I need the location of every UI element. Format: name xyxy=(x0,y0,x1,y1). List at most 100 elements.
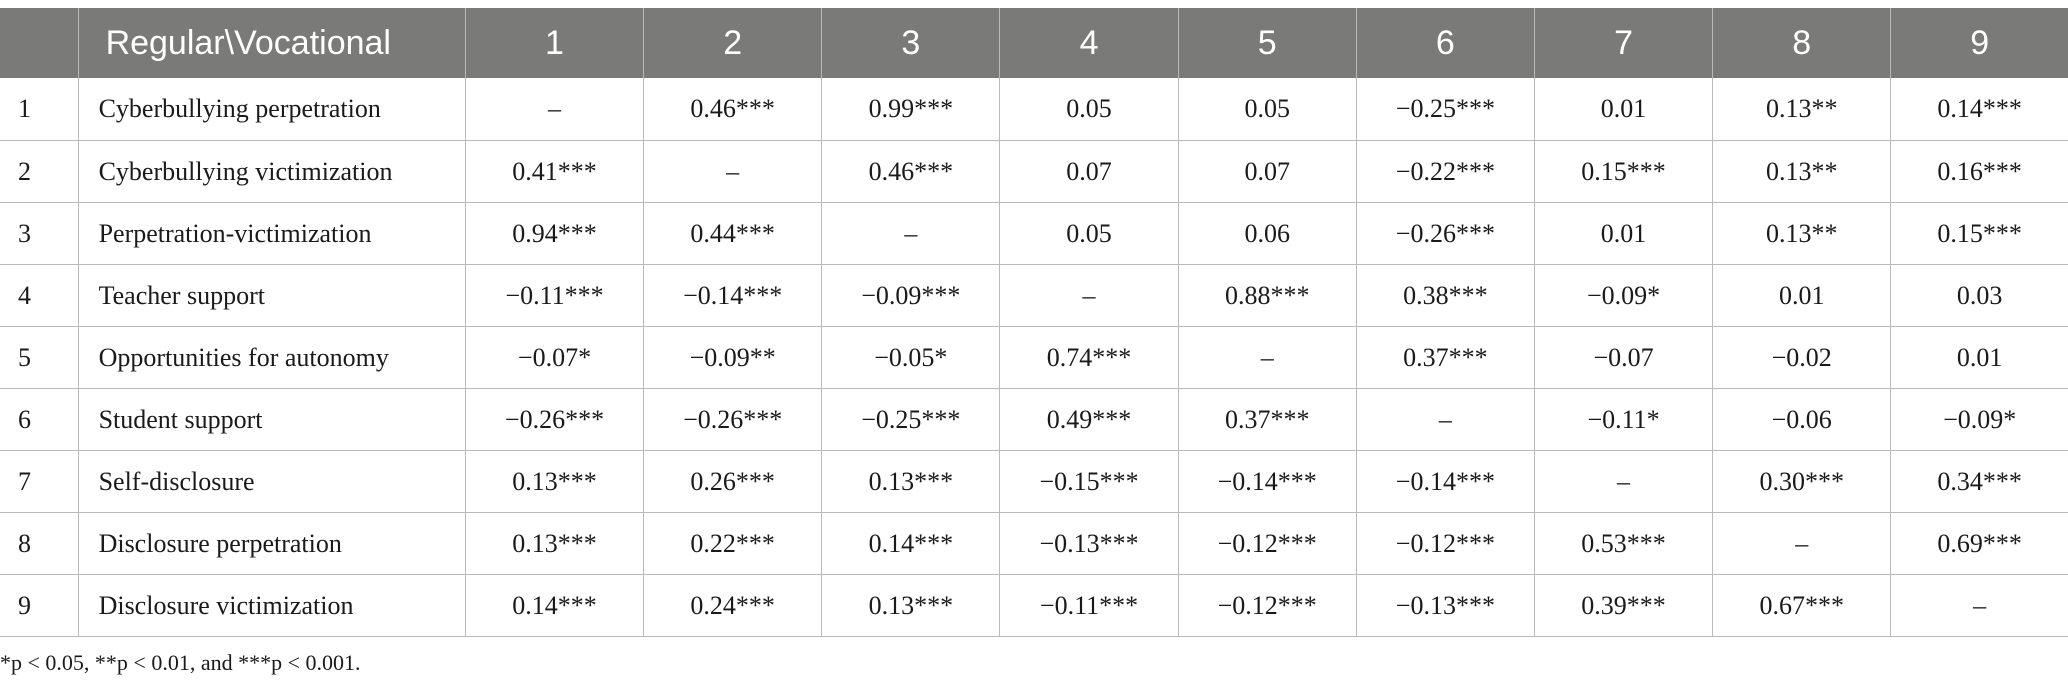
table-cell: −0.09* xyxy=(1890,388,2068,451)
table-cell: 0.07 xyxy=(1178,140,1357,203)
table-cell: 0.38*** xyxy=(1356,264,1535,327)
table-cell: 0.15*** xyxy=(1890,202,2068,265)
table-cell: – xyxy=(1534,450,1714,513)
table-cell: 0.05 xyxy=(1178,78,1357,141)
table-cell: 0.39*** xyxy=(1534,574,1714,637)
table-header-row: Regular\Vocational 1 2 3 4 5 6 7 8 9 xyxy=(0,8,2068,78)
header-corner-cell xyxy=(0,8,79,78)
table-cell: 0.01 xyxy=(1534,78,1714,141)
table-cell: 0.49*** xyxy=(999,388,1179,451)
table-cell: – xyxy=(999,264,1179,327)
table-cell: – xyxy=(1890,574,2068,637)
table-cell: −0.15*** xyxy=(999,450,1179,513)
table-cell: −0.13*** xyxy=(999,512,1179,575)
table-row: 2 Cyberbullying victimization 0.41*** – … xyxy=(0,140,2068,203)
row-index: 6 xyxy=(0,388,79,451)
row-label: Teacher support xyxy=(78,264,466,327)
table-cell: 0.67*** xyxy=(1712,574,1892,637)
table-cell: – xyxy=(821,202,1001,265)
table-row: 9 Disclosure victimization 0.14*** 0.24*… xyxy=(0,574,2068,637)
table-cell: −0.13*** xyxy=(1356,574,1535,637)
table-cell: – xyxy=(1356,388,1535,451)
row-label: Opportunities for autonomy xyxy=(78,326,466,389)
table-cell: −0.02 xyxy=(1712,326,1892,389)
table-cell: −0.07* xyxy=(465,326,645,389)
column-header-4: 4 xyxy=(999,8,1179,78)
table-cell: 0.69*** xyxy=(1890,512,2068,575)
column-header-7: 7 xyxy=(1534,8,1714,78)
table-cell: −0.25*** xyxy=(1356,78,1535,141)
table-cell: 0.13** xyxy=(1712,78,1892,141)
table-cell: 0.13*** xyxy=(465,450,645,513)
table-row: 5 Opportunities for autonomy −0.07* −0.0… xyxy=(0,326,2068,389)
table-cell: 0.30*** xyxy=(1712,450,1892,513)
table-cell: 0.53*** xyxy=(1534,512,1714,575)
table-cell: 0.37*** xyxy=(1356,326,1535,389)
row-label: Self-disclosure xyxy=(78,450,466,513)
table-cell: 0.46*** xyxy=(643,78,823,141)
row-label: Cyberbullying victimization xyxy=(78,140,466,203)
table-row: 8 Disclosure perpetration 0.13*** 0.22**… xyxy=(0,512,2068,575)
column-header-2: 2 xyxy=(643,8,823,78)
row-label: Disclosure victimization xyxy=(78,574,466,637)
table-cell: 0.05 xyxy=(999,78,1179,141)
table-cell: −0.14*** xyxy=(643,264,823,327)
correlation-table: Regular\Vocational 1 2 3 4 5 6 7 8 9 1 C… xyxy=(0,8,2068,637)
table-cell: 0.01 xyxy=(1712,264,1892,327)
table-cell: −0.12*** xyxy=(1356,512,1535,575)
table-cell: 0.41*** xyxy=(465,140,645,203)
row-label: Student support xyxy=(78,388,466,451)
table-cell: 0.99*** xyxy=(821,78,1001,141)
table-cell: −0.26*** xyxy=(465,388,645,451)
table-cell: – xyxy=(1712,512,1892,575)
table-cell: – xyxy=(1178,326,1357,389)
table-cell: −0.26*** xyxy=(643,388,823,451)
row-index: 1 xyxy=(0,78,79,141)
table-cell: −0.11* xyxy=(1534,388,1714,451)
row-label: Disclosure perpetration xyxy=(78,512,466,575)
table-cell: 0.24*** xyxy=(643,574,823,637)
table-cell: −0.14*** xyxy=(1178,450,1357,513)
table-cell: −0.09** xyxy=(643,326,823,389)
table-cell: 0.44*** xyxy=(643,202,823,265)
table-row: 6 Student support −0.26*** −0.26*** −0.2… xyxy=(0,388,2068,451)
table-cell: 0.26*** xyxy=(643,450,823,513)
row-index: 9 xyxy=(0,574,79,637)
column-header-6: 6 xyxy=(1356,8,1535,78)
table-cell: 0.14*** xyxy=(821,512,1001,575)
table-cell: 0.13*** xyxy=(821,450,1001,513)
table-row: 7 Self-disclosure 0.13*** 0.26*** 0.13**… xyxy=(0,450,2068,513)
row-index: 3 xyxy=(0,202,79,265)
table-row: 3 Perpetration-victimization 0.94*** 0.4… xyxy=(0,202,2068,265)
table-cell: 0.16*** xyxy=(1890,140,2068,203)
table-cell: 0.13*** xyxy=(465,512,645,575)
table-cell: – xyxy=(465,78,645,141)
table-cell: −0.14*** xyxy=(1356,450,1535,513)
significance-footnote: *p < 0.05, **p < 0.01, and ***p < 0.001. xyxy=(0,650,361,675)
table-cell: 0.22*** xyxy=(643,512,823,575)
table-cell: 0.14*** xyxy=(1890,78,2068,141)
table-cell: −0.06 xyxy=(1712,388,1892,451)
table-cell: 0.37*** xyxy=(1178,388,1357,451)
row-label: Perpetration-victimization xyxy=(78,202,466,265)
table-cell: 0.88*** xyxy=(1178,264,1357,327)
table-cell: −0.11*** xyxy=(999,574,1179,637)
table-cell: 0.03 xyxy=(1890,264,2068,327)
column-header-5: 5 xyxy=(1178,8,1357,78)
table-cell: 0.07 xyxy=(999,140,1179,203)
table-cell: −0.05* xyxy=(821,326,1001,389)
table-cell: 0.06 xyxy=(1178,202,1357,265)
table-cell: 0.94*** xyxy=(465,202,645,265)
row-index: 8 xyxy=(0,512,79,575)
correlation-table-container: Regular\Vocational 1 2 3 4 5 6 7 8 9 1 C… xyxy=(0,8,2068,637)
table-cell: −0.25*** xyxy=(821,388,1001,451)
table-cell: 0.13*** xyxy=(821,574,1001,637)
table-cell: 0.13** xyxy=(1712,202,1892,265)
table-cell: 0.14*** xyxy=(465,574,645,637)
header-label-cell: Regular\Vocational xyxy=(78,8,466,78)
column-header-3: 3 xyxy=(821,8,1001,78)
row-index: 5 xyxy=(0,326,79,389)
table-cell: 0.13** xyxy=(1712,140,1892,203)
table-cell: 0.15*** xyxy=(1534,140,1714,203)
column-header-8: 8 xyxy=(1712,8,1892,78)
